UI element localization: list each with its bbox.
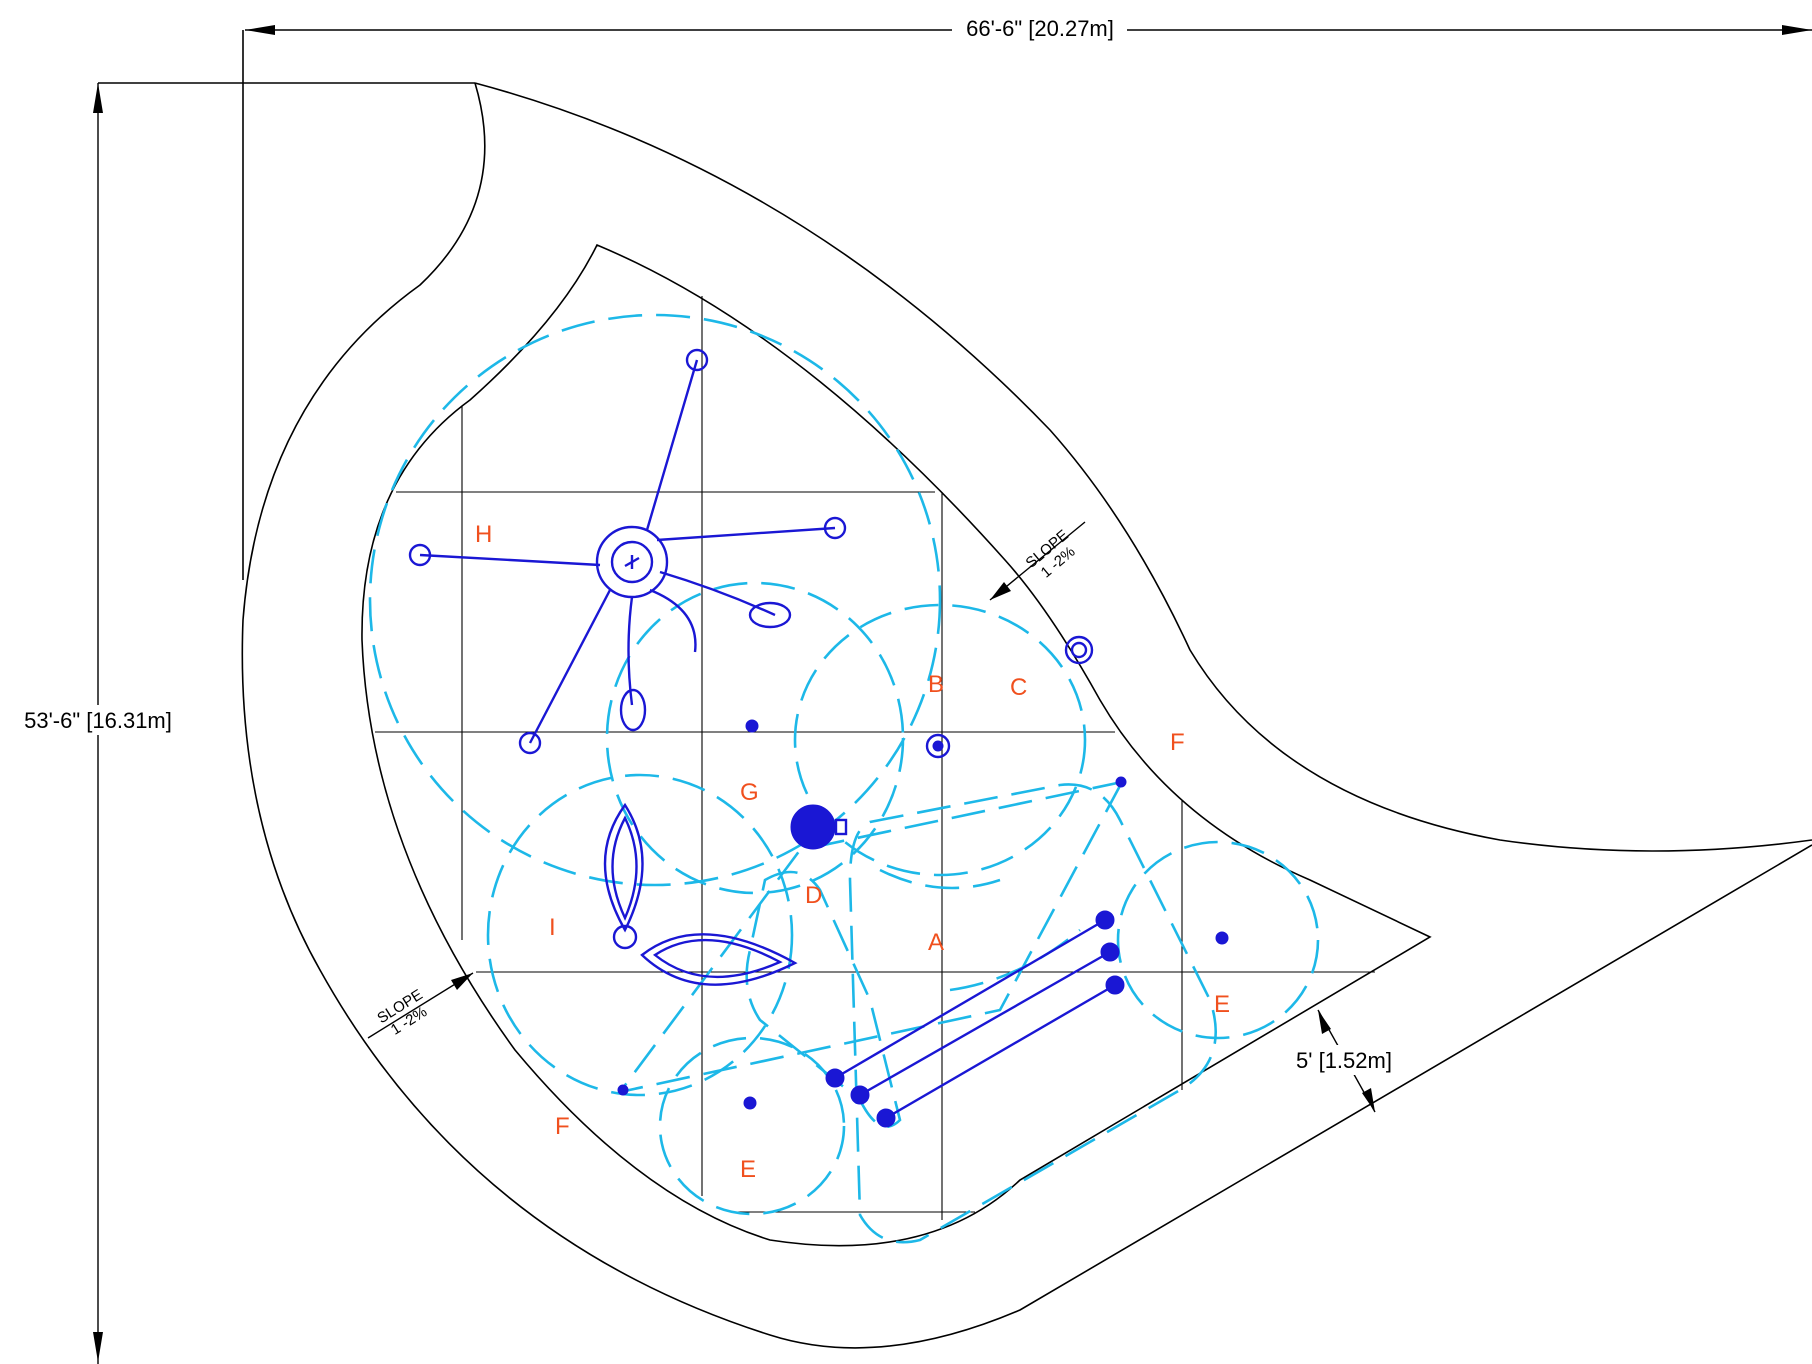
- zone-label-e-left: E: [740, 1156, 756, 1183]
- spray-arm-curved: [659, 570, 776, 617]
- ground-jet-b-center: [932, 740, 944, 752]
- pad-edge: [361, 243, 1432, 1247]
- ground-jet-b: [925, 733, 951, 759]
- spray-arch-base: [612, 924, 638, 950]
- slope-arrow: [451, 973, 473, 990]
- dim-border-arrow-top: [1318, 1010, 1331, 1034]
- zone-g-coverage: [605, 581, 905, 895]
- spray-bar: [885, 983, 1116, 1120]
- dim-width-label: 66'-6" [20.27m]: [966, 16, 1114, 41]
- dimension-border: 5' [1.52m]: [1285, 1009, 1403, 1113]
- slope-note-top: SLOPE 1 -2%: [989, 521, 1086, 601]
- zone-label-b: B: [928, 671, 944, 698]
- spray-arch-i-inner: [611, 815, 638, 921]
- zone-label-d: D: [805, 882, 822, 909]
- play-equipment: [408, 348, 1229, 1128]
- spray-bar: [859, 950, 1111, 1097]
- zone-a-outline: [848, 783, 1218, 1244]
- layout-grid: [375, 296, 1375, 1220]
- spray-arm: [419, 553, 601, 567]
- spray-arm: [656, 526, 836, 542]
- spray-nozzle: [408, 543, 432, 567]
- zone-label-c: C: [1010, 674, 1027, 701]
- spray-bar-end: [876, 1108, 896, 1128]
- slope-note-bottom: SLOPE 1 -2%: [367, 972, 474, 1039]
- zone-e-left-coverage: [658, 1036, 846, 1216]
- dim-height-label: 53'-6" [16.31m]: [24, 708, 172, 733]
- spray-nozzle: [685, 348, 709, 372]
- small-nozzle: [617, 1084, 629, 1096]
- zone-e-right-coverage: [1116, 840, 1320, 1040]
- outer-boundary: [241, 82, 1812, 1349]
- spray-arms: [419, 359, 836, 744]
- zone-labels: H B C F G D I A E F E: [475, 521, 1230, 1183]
- zone-h-coverage: [368, 313, 942, 887]
- spray-bar-end: [825, 1068, 845, 1088]
- zone-label-i: I: [549, 914, 556, 941]
- dim-height-label-bg: [10, 705, 186, 735]
- ground-jet-c: [1064, 635, 1094, 665]
- spray-bar-end: [1105, 975, 1125, 995]
- spray-dome-g-tab: [834, 818, 848, 836]
- dimension-height: 53'-6" [16.31m]: [10, 83, 186, 1364]
- zone-label-g: G: [740, 779, 759, 806]
- spray-leaf-d-inner: [652, 938, 783, 979]
- zone-d-outline: [745, 870, 902, 1128]
- dim-border-label: 5' [1.52m]: [1296, 1048, 1392, 1073]
- zone-label-a: A: [928, 929, 944, 956]
- spray-arm: [528, 589, 612, 744]
- dimension-width: 66'-6" [20.27m]: [245, 15, 1812, 45]
- spray-dome-g: [790, 804, 836, 850]
- spray-nozzle: [823, 516, 847, 540]
- zone-b-coverage: [793, 603, 1087, 877]
- spray-nozzle-tip: [748, 601, 792, 629]
- spray-bars-a: [825, 910, 1125, 1128]
- spray-hub-h-inner: [610, 540, 654, 584]
- zone-i-coverage: [486, 773, 794, 1097]
- small-nozzle: [1115, 776, 1127, 788]
- dim-border-label-bg: [1285, 1045, 1403, 1075]
- spray-arm-curved: [649, 588, 697, 653]
- dim-width-label-bg: [952, 15, 1127, 45]
- spray-bar: [834, 918, 1106, 1080]
- zone-label-e-right: E: [1214, 991, 1230, 1018]
- small-nozzle: [743, 1096, 757, 1110]
- zone-a-curve: [879, 868, 1001, 890]
- ground-jet-c-inner: [1070, 641, 1088, 659]
- spray-arm: [645, 359, 699, 531]
- spray-leaf-d: [640, 933, 798, 986]
- spray-nozzle: [518, 731, 542, 755]
- dim-height-arrow-bottom: [93, 1332, 103, 1362]
- spray-bar-end: [1100, 942, 1120, 962]
- small-nozzle: [1215, 931, 1229, 945]
- spray-arch-i: [603, 802, 644, 933]
- spray-arm-curved: [627, 596, 634, 706]
- zone-f-outline: [616, 780, 1124, 1095]
- dim-width-arrow-left: [245, 25, 275, 35]
- spray-zones: [368, 313, 1320, 1244]
- spray-bar-end: [850, 1085, 870, 1105]
- spray-bar-end: [1095, 910, 1115, 930]
- zone-label-h: H: [475, 521, 492, 548]
- site-outlines: [98, 30, 1812, 1349]
- dim-height-arrow-top: [93, 83, 103, 113]
- zone-label-f-right: F: [1170, 729, 1185, 756]
- slope-arrow: [990, 582, 1011, 600]
- dim-border-arrow-bottom: [1362, 1088, 1375, 1112]
- zone-label-f-left: F: [555, 1113, 570, 1140]
- outer-boundary-top: [474, 82, 1812, 852]
- dim-width-arrow-right: [1782, 25, 1812, 35]
- small-nozzle: [745, 719, 759, 733]
- spray-nozzle-tip: [619, 688, 647, 732]
